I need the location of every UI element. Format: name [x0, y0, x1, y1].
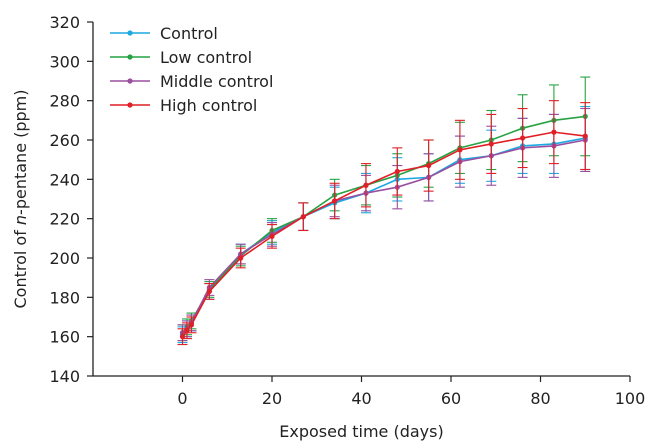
data-point	[582, 133, 588, 139]
y-tick-label: 320	[49, 13, 80, 32]
y-axis-title-suffix: -pentane (ppm)	[11, 89, 30, 214]
x-tick-label: 80	[530, 389, 550, 408]
error-bars-low-control	[177, 76, 591, 342]
series-middle-control	[177, 107, 591, 342]
legend-marker	[127, 30, 133, 36]
y-tick-label: 140	[49, 367, 80, 386]
data-point	[551, 129, 557, 135]
legend-label: Middle control	[160, 72, 273, 91]
data-point	[457, 147, 463, 153]
series-line-high-control	[181, 131, 586, 338]
data-point	[488, 141, 494, 147]
y-tick-label: 240	[49, 170, 80, 189]
legend-label: Low control	[160, 48, 252, 67]
data-point	[206, 288, 212, 295]
y-axis-title: Control of n-pentane (ppm)	[11, 89, 30, 308]
series-high-control	[177, 100, 591, 346]
series-layer	[177, 76, 591, 346]
y-tick-label: 300	[49, 52, 80, 71]
data-point	[238, 255, 244, 261]
y-tick-label: 200	[49, 249, 80, 268]
y-tick-label: 220	[49, 210, 80, 229]
legend-marker	[127, 78, 133, 84]
y-tick-label: 180	[49, 288, 80, 307]
data-point	[332, 198, 338, 204]
y-tick-label: 160	[49, 328, 80, 347]
legend-item-control: Control	[110, 24, 218, 43]
legend-item-middle-control: Middle control	[110, 72, 273, 91]
y-axis-title-italic: n	[11, 215, 30, 225]
y-tick-label: 260	[49, 131, 80, 150]
data-point	[520, 135, 526, 141]
x-tick-label: 20	[262, 389, 282, 408]
y-tick-label: 280	[49, 92, 80, 111]
x-tick-label: 40	[351, 389, 371, 408]
data-point	[363, 182, 369, 188]
y-axis-title-prefix: Control of	[11, 225, 30, 308]
legend-marker	[127, 102, 133, 108]
x-tick-label: 0	[177, 389, 187, 408]
x-tick-label: 60	[441, 389, 461, 408]
x-tick-label: 100	[615, 389, 646, 408]
error-bars-middle-control	[177, 107, 591, 342]
series-line-middle-control	[181, 139, 586, 334]
legend-item-high-control: High control	[110, 96, 257, 115]
legend-item-low-control: Low control	[110, 48, 252, 67]
x-axis-ticks: 0 20 40 60 80 100	[177, 376, 645, 408]
data-point	[300, 214, 306, 220]
y-axis-ticks: 140 160 180 200 220 240 260 280 300 320	[49, 13, 93, 386]
data-point	[394, 168, 400, 175]
series-low-control	[177, 76, 591, 342]
legend-marker	[127, 54, 133, 60]
data-point	[179, 334, 186, 340]
error-bars-control	[177, 106, 591, 344]
data-point	[426, 162, 432, 169]
data-point	[269, 233, 275, 239]
data-point	[184, 328, 190, 334]
legend-label: High control	[160, 96, 257, 115]
legend-label: Control	[160, 24, 218, 43]
legend: Control Low control Middle control High con…	[110, 24, 273, 115]
data-point	[188, 322, 195, 328]
series-control	[177, 106, 591, 344]
x-axis-title: Exposed time (days)	[279, 422, 443, 441]
